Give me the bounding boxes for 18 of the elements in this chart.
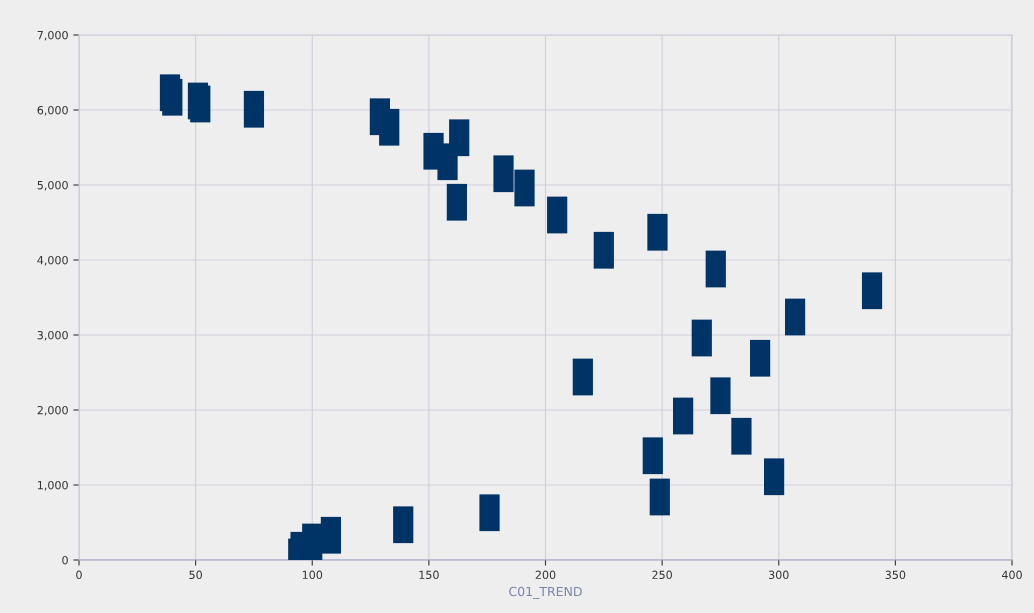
y-tick-label: 4,000	[37, 255, 68, 266]
y-tick-label: 6,000	[37, 105, 68, 116]
y-tick-label: 5,000	[37, 180, 68, 191]
x-tick-label: 150	[419, 570, 439, 580]
y-tick-label: 7,000	[37, 30, 68, 41]
x-tick-label: 350	[885, 570, 906, 580]
y-tick-label: 2,000	[37, 405, 68, 416]
y-tick-label: 3,000	[37, 330, 68, 341]
y-tick-label: 1,000	[37, 480, 68, 491]
x-tick-label: 250	[652, 570, 672, 580]
x-tick-label: 50	[189, 570, 202, 580]
x-tick-label: 300	[768, 570, 789, 580]
x-tick-label: 400	[1001, 570, 1022, 580]
y-tick-label: 0	[62, 555, 68, 565]
x-tick-label: 200	[535, 570, 556, 580]
x-axis-title: C01_TREND	[509, 586, 582, 599]
x-tick-label: 0	[76, 570, 82, 580]
x-tick-label: 100	[302, 570, 323, 580]
